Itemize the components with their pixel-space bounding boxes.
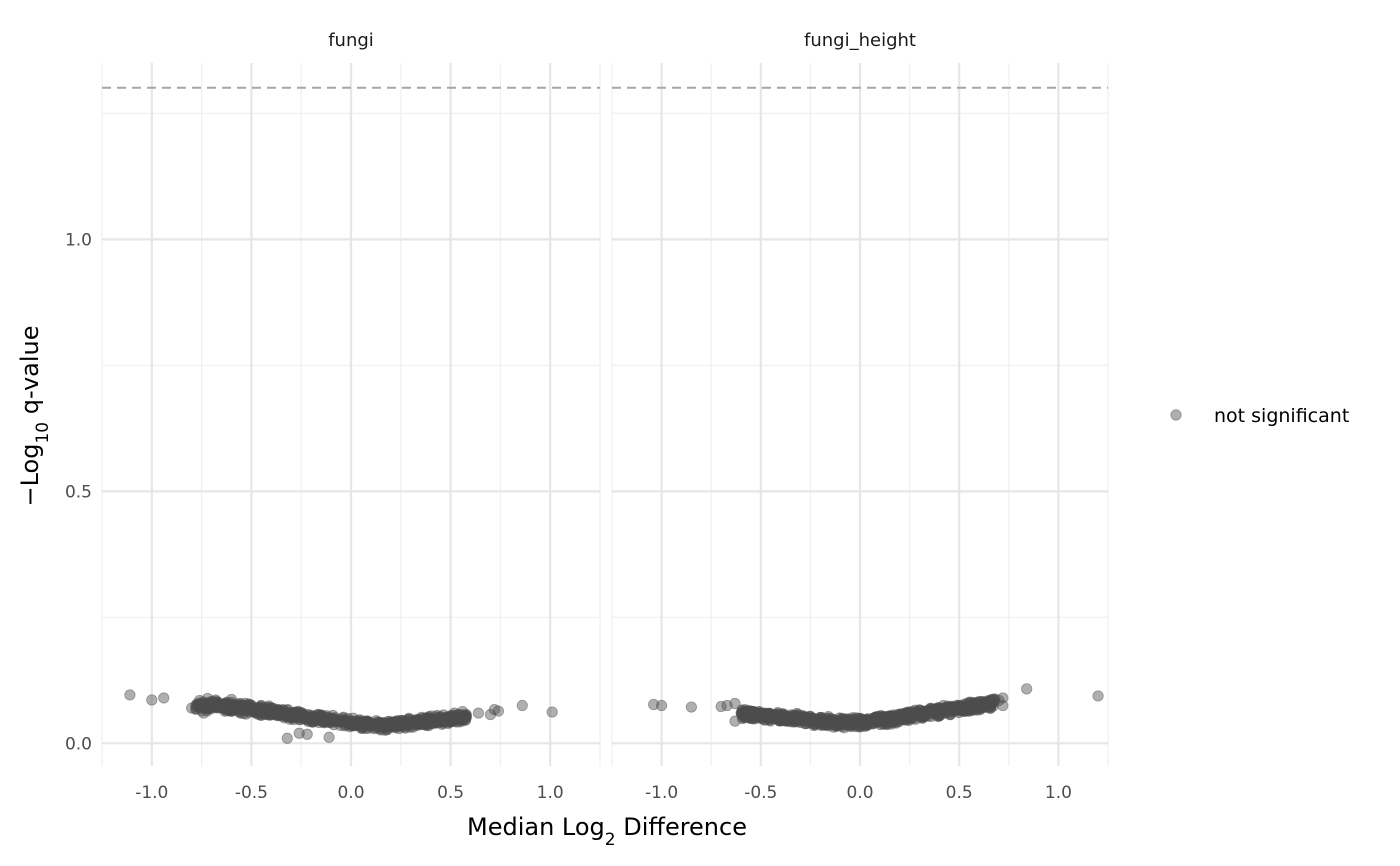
- data-point: [743, 704, 755, 717]
- data-point: [997, 699, 1009, 712]
- data-point: [431, 713, 443, 725]
- data-point: [393, 721, 405, 733]
- axis-titles: Median Log2 Difference −Log10 q-value: [16, 325, 747, 850]
- data-point: [334, 714, 346, 726]
- legend-label: not significant: [1214, 405, 1349, 427]
- data-point: [790, 709, 802, 721]
- x-tick-label: 1.0: [537, 783, 564, 803]
- legend: not significant: [1170, 405, 1349, 427]
- data-point: [862, 713, 874, 725]
- legend-marker: [1170, 409, 1182, 421]
- data-point: [281, 732, 293, 744]
- data-point: [380, 721, 392, 733]
- x-tick-label: -1.0: [135, 783, 168, 803]
- y-tick-label: 0.0: [65, 734, 92, 754]
- data-point: [402, 714, 414, 726]
- data-point: [816, 717, 828, 730]
- panel-fungi-height: fungi_height -1.0 -0.5 0.0 0.5 1.0: [611, 30, 1109, 803]
- data-point: [810, 714, 822, 726]
- data-point: [146, 694, 158, 706]
- data-point: [261, 709, 273, 721]
- data-point: [271, 709, 283, 721]
- data-point: [852, 714, 865, 726]
- y-axis-title: −Log10 q-value: [16, 325, 53, 506]
- data-point: [364, 718, 377, 730]
- data-point: [353, 717, 365, 729]
- data-point: [411, 716, 424, 728]
- data-point: [307, 711, 320, 723]
- data-point: [1092, 690, 1104, 702]
- data-point: [875, 710, 887, 722]
- data-point: [729, 697, 741, 710]
- panel-title: fungi: [328, 30, 374, 51]
- data-point: [897, 709, 909, 721]
- data-point: [966, 700, 978, 712]
- panel-fungi: fungi -1.0 -0.5 0.0 0.5 1.0 0.0 0.5 1.0: [65, 30, 601, 803]
- x-tick-label: -1.0: [645, 783, 678, 803]
- y-tick-label: 0.5: [65, 482, 92, 502]
- data-point: [923, 705, 935, 717]
- data-point: [837, 713, 850, 725]
- data-point: [186, 702, 198, 714]
- data-point: [280, 706, 293, 718]
- data-point: [361, 716, 374, 729]
- data-point: [936, 704, 948, 716]
- data-point: [323, 731, 335, 743]
- data-point: [342, 713, 354, 725]
- data-point: [985, 699, 997, 712]
- data-point: [546, 706, 558, 718]
- data-point: [225, 693, 238, 706]
- points: [648, 683, 1104, 734]
- data-point: [760, 710, 772, 722]
- x-axis-title: Median Log2 Difference: [467, 813, 747, 850]
- data-point: [245, 703, 257, 715]
- data-point: [729, 715, 741, 727]
- x-tick-label: 0.5: [437, 783, 464, 803]
- data-point: [301, 728, 313, 740]
- data-point: [209, 694, 222, 706]
- data-point: [318, 712, 330, 724]
- data-point: [737, 709, 749, 721]
- data-point: [472, 707, 485, 719]
- data-point: [158, 692, 170, 704]
- data-point: [789, 713, 801, 726]
- points: [124, 689, 558, 744]
- data-point: [778, 710, 790, 722]
- x-tick-label: 1.0: [1045, 783, 1072, 803]
- y-tick-label: 1.0: [65, 230, 92, 250]
- data-point: [215, 698, 228, 710]
- data-point: [422, 713, 435, 725]
- x-tick-label: 0.0: [846, 783, 873, 803]
- data-point: [429, 716, 441, 728]
- data-point: [516, 699, 528, 712]
- data-point: [962, 700, 974, 712]
- data-point: [304, 709, 316, 721]
- x-tick-label: 0.0: [337, 783, 364, 803]
- data-point: [456, 705, 469, 718]
- data-point: [655, 699, 668, 712]
- data-point: [955, 702, 967, 714]
- data-point: [1021, 683, 1033, 695]
- data-point: [944, 708, 956, 721]
- x-tick-label: -0.5: [235, 783, 268, 803]
- data-point: [124, 689, 136, 701]
- x-tick-label: -0.5: [744, 783, 777, 803]
- data-point: [881, 718, 893, 731]
- data-point: [911, 707, 923, 719]
- x-tick-label: 0.5: [946, 783, 973, 803]
- data-point: [300, 710, 312, 723]
- data-point: [492, 705, 505, 717]
- data-point: [805, 714, 817, 726]
- data-point: [197, 707, 210, 719]
- data-point: [685, 701, 697, 713]
- data-point: [893, 715, 905, 728]
- data-point: [898, 707, 911, 719]
- panel-title: fungi_height: [804, 30, 916, 51]
- data-point: [338, 714, 350, 726]
- data-point: [256, 706, 268, 718]
